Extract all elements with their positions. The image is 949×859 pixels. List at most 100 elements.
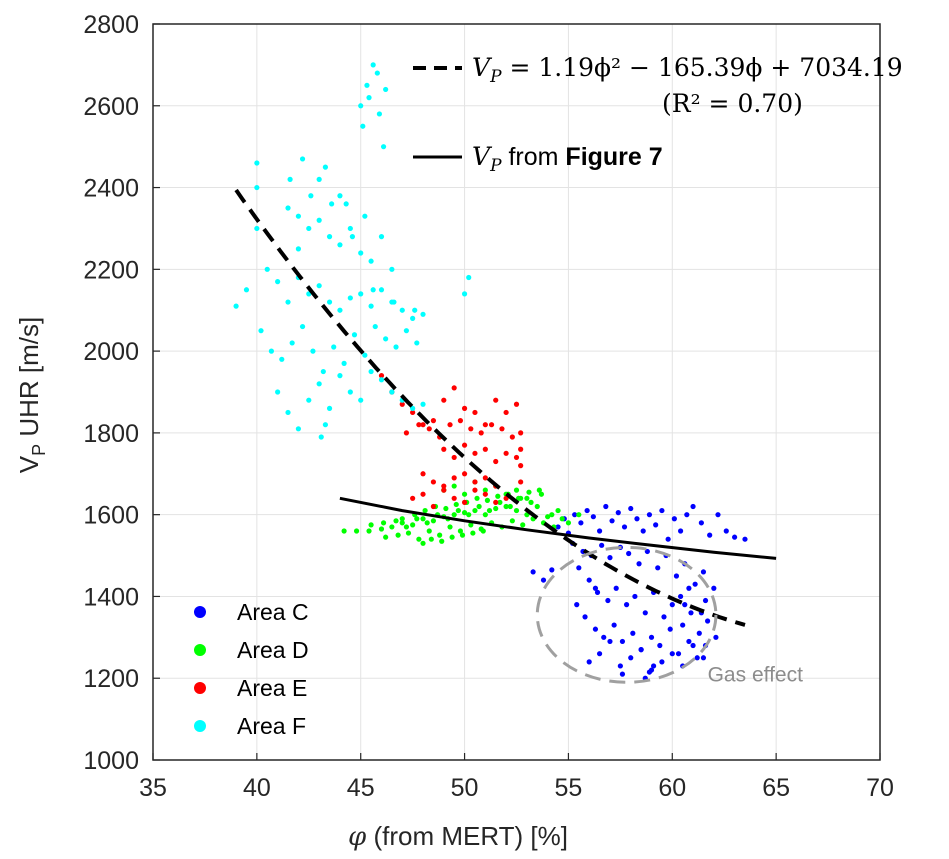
data-point (420, 540, 426, 546)
data-point (368, 303, 374, 309)
data-point (488, 422, 495, 428)
series-area-c (530, 503, 748, 681)
data-point (451, 454, 457, 461)
data-point (623, 602, 630, 608)
series-area-d (341, 479, 582, 546)
data-point (453, 501, 459, 508)
data-point (451, 512, 457, 518)
data-point (669, 602, 675, 608)
data-point (428, 536, 434, 542)
data-point (680, 622, 686, 628)
data-point (615, 510, 621, 516)
data-point (677, 528, 684, 534)
y-axis-label: VP UHR [m/s] (14, 317, 49, 473)
data-point (420, 311, 426, 317)
x-axis-symbol: φ (348, 822, 367, 852)
data-point (586, 577, 592, 583)
data-point (576, 512, 582, 518)
data-point (524, 495, 530, 501)
data-point (430, 418, 437, 424)
data-point (486, 507, 493, 514)
data-point (376, 111, 383, 117)
y-tick-label: 2600 (83, 93, 139, 121)
data-point (420, 471, 426, 477)
data-point (582, 614, 588, 620)
data-point (368, 258, 374, 264)
data-point (366, 95, 372, 101)
fit-curves (234, 188, 777, 627)
data-point (403, 328, 410, 334)
data-point (466, 274, 472, 281)
data-point (601, 634, 607, 640)
y-tick-label: 1800 (83, 420, 139, 448)
y-tick-labels: 1000 1200 1400 1600 1800 2000 2200 2400 2600 2800 (83, 11, 139, 775)
data-point (399, 307, 405, 313)
data-point (619, 638, 626, 645)
data-point (403, 430, 410, 436)
data-point (690, 642, 696, 649)
y-axis-text: UHR [m/s] (14, 317, 44, 437)
data-point (279, 356, 285, 362)
data-point (586, 659, 592, 665)
data-point (702, 597, 709, 604)
data-point (619, 671, 626, 677)
legend-label: Area F (237, 713, 306, 739)
data-point (696, 630, 702, 636)
data-point (518, 430, 524, 436)
data-point (599, 542, 605, 548)
data-point (530, 569, 536, 575)
data-point (482, 446, 488, 452)
data-point (574, 602, 580, 608)
data-point (366, 528, 372, 534)
data-point (694, 655, 700, 661)
data-point (513, 454, 520, 461)
data-point (493, 499, 499, 505)
data-point (410, 495, 416, 501)
data-point (451, 495, 457, 501)
data-point (700, 655, 707, 661)
y-tick-label: 2000 (83, 338, 139, 366)
data-point (518, 495, 524, 501)
data-point (378, 234, 385, 240)
data-point (461, 491, 468, 497)
data-point (536, 487, 542, 493)
data-point (707, 532, 713, 538)
data-point (362, 352, 368, 358)
data-point (370, 62, 376, 68)
data-point (686, 638, 692, 645)
data-point (671, 516, 677, 522)
data-point (320, 368, 326, 375)
data-point (310, 348, 316, 354)
x-tick-label: 40 (243, 774, 271, 802)
y-axis-subscript: P (29, 444, 49, 456)
fit-r2-label: (R² = 0.70) (662, 89, 803, 118)
data-point (690, 503, 696, 510)
data-point (410, 522, 416, 528)
data-point (503, 503, 509, 510)
y-tick-label: 2200 (83, 256, 139, 284)
data-point (243, 287, 250, 293)
data-point (380, 520, 387, 526)
data-point (673, 573, 680, 579)
data-point (447, 422, 453, 428)
data-point (289, 340, 295, 346)
data-point (605, 597, 611, 604)
data-point (565, 520, 572, 526)
data-point (378, 377, 385, 383)
fit-equation-text: = 1.19ϕ² − 165.39ϕ + 7034.19 (502, 53, 903, 82)
data-point (368, 522, 374, 528)
x-tick-label: 70 (866, 774, 894, 802)
data-point (482, 491, 488, 497)
legend-marker (194, 644, 206, 656)
data-point (468, 426, 474, 432)
data-point (661, 614, 667, 620)
data-point (503, 450, 509, 456)
data-point (715, 512, 721, 518)
x-tick-labels: 35 40 45 50 55 60 65 70 (139, 774, 894, 802)
data-point (295, 246, 301, 252)
data-point (526, 489, 532, 495)
data-point (410, 315, 416, 321)
data-point (461, 499, 468, 505)
data-point (358, 103, 364, 109)
y-tick-label: 1400 (83, 583, 139, 611)
